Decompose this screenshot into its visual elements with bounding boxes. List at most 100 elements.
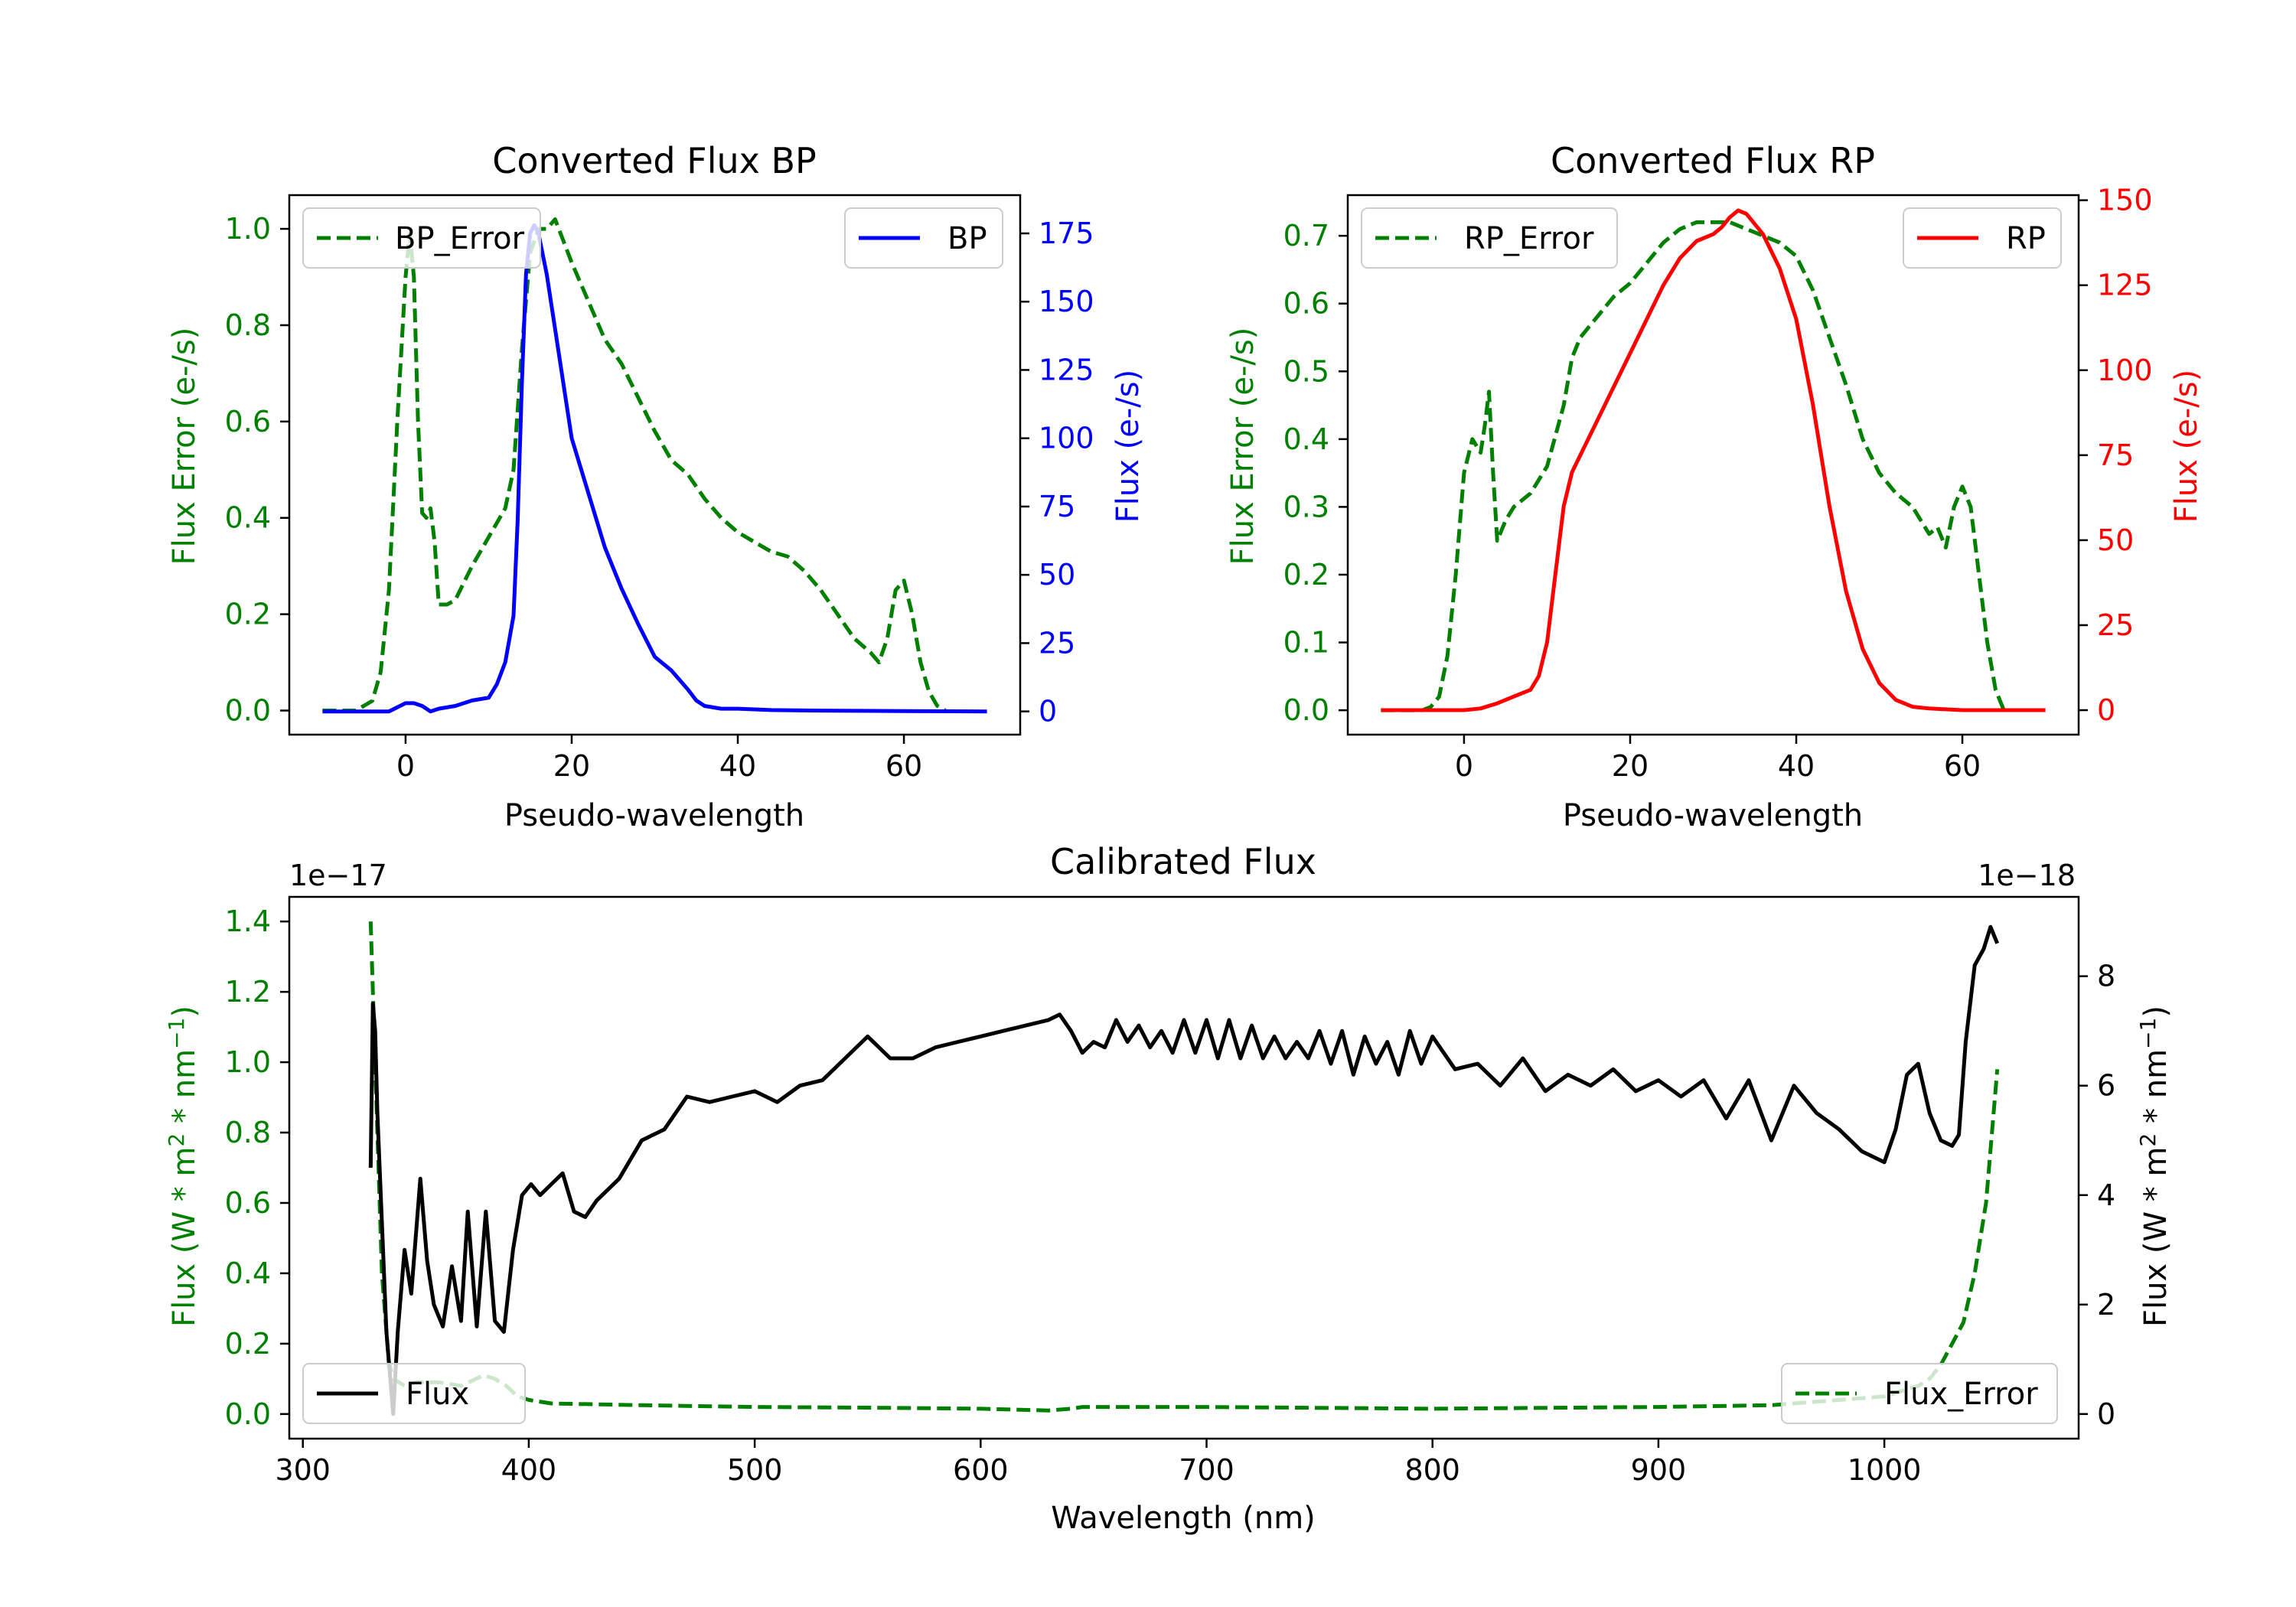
cal-legend-error-label: Flux_Error: [1884, 1377, 2038, 1412]
bp-xtick-label: 60: [885, 749, 922, 783]
bp-title: Converted Flux BP: [492, 140, 817, 181]
bp-xtick-label: 40: [719, 749, 756, 783]
cal-ytick-left-label: 0.4: [225, 1257, 271, 1290]
cal-legend-left: Flux: [302, 1363, 526, 1424]
cal-xtick-label: 900: [1631, 1453, 1687, 1487]
rp-legend-error-label: RP_Error: [1464, 221, 1594, 256]
cal-ytick-left-label: 0.0: [225, 1397, 271, 1431]
bp-legend-left-box: [302, 207, 541, 269]
rp-ytick-left-label: 0.3: [1283, 490, 1329, 523]
rp-ytick-right-label: 50: [2097, 523, 2134, 557]
rp-legend-left: RP_Error: [1361, 207, 1618, 269]
cal-ytick-right-label: 8: [2097, 960, 2115, 993]
cal-series-flux-line: [368, 924, 2000, 1416]
cal-ytick-left-label: 1.0: [225, 1045, 271, 1079]
rp-ytick-right-label: 150: [2097, 184, 2153, 217]
bp-ylabel-left: Flux Error (e-/s): [167, 328, 202, 566]
rp-legend-right: RP: [1903, 207, 2062, 269]
cal-ytick-right-label: 6: [2097, 1069, 2115, 1103]
bp-ytick-left-label: 0.4: [225, 501, 271, 535]
cal-xtick-label: 500: [727, 1453, 783, 1487]
cal-offset-left: 1e−17: [289, 859, 387, 892]
bp-legend-error-label: BP_Error: [395, 221, 525, 256]
rp-xtick-label: 0: [1455, 749, 1473, 783]
bp-ytick-left-label: 0.0: [225, 694, 271, 728]
rp-title: Converted Flux RP: [1551, 140, 1875, 181]
cal-legend-left-box: [302, 1363, 526, 1424]
rp-legend-right-box: [1903, 207, 2062, 269]
rp-xtick-label: 40: [1778, 749, 1815, 783]
rp-ytick-left-label: 0.6: [1283, 287, 1329, 321]
bp-axes-frame: [288, 194, 1022, 736]
cal-ytick-right-label: 0: [2097, 1397, 2115, 1431]
bp-xlabel: Pseudo-wavelength: [504, 798, 804, 833]
rp-xtick-label: 20: [1612, 749, 1649, 783]
cal-xtick-label: 800: [1404, 1453, 1460, 1487]
rp-ytick-left-label: 0.4: [1283, 422, 1329, 456]
bp-panel: Converted Flux BP Pseudo-wavelength Flux…: [167, 140, 1146, 833]
bp-ytick-right-label: 0: [1039, 695, 1057, 729]
bp-legend-right: BP: [844, 207, 1003, 269]
cal-ytick-left-label: 1.2: [225, 975, 271, 1009]
rp-ytick-left-label: 0.7: [1283, 219, 1329, 253]
bp-series-bp-error-line: [322, 217, 947, 712]
bp-plot-area: 0 20 40 60 0.0 0.2 0.4 0.6 0.8 1.0 0 25 50 75 100 125 15…: [225, 194, 1094, 783]
cal-ylabel-left: Flux (W * m2 * nm−1): [164, 1006, 202, 1327]
rp-series-rp-line: [1381, 208, 2046, 712]
rp-series-rp-error-line: [1381, 220, 2006, 712]
cal-axes-frame: [288, 895, 2080, 1440]
rp-ylabel-right: Flux (e-/s): [2169, 370, 2204, 523]
cal-xlabel: Wavelength (nm): [1051, 1501, 1316, 1536]
bp-ytick-right-label: 75: [1039, 490, 1075, 523]
rp-ylabel-left: Flux Error (e-/s): [1225, 328, 1261, 566]
bp-ytick-left-label: 0.8: [225, 308, 271, 342]
cal-ylabel-right: Flux (W * m2 * nm−1): [2135, 1006, 2174, 1327]
rp-ytick-right-label: 100: [2097, 354, 2153, 387]
cal-xtick-label: 700: [1179, 1453, 1234, 1487]
rp-panel: Converted Flux RP Pseudo-wavelength Flux…: [1225, 140, 2204, 833]
bp-legend-left: BP_Error: [302, 207, 541, 269]
rp-ytick-right-label: 125: [2097, 269, 2153, 302]
cal-ytick-left-label: 0.6: [225, 1186, 271, 1220]
bp-xtick-label: 20: [553, 749, 590, 783]
bp-ylabel-right: Flux (e-/s): [1110, 370, 1146, 523]
cal-xtick-label: 1000: [1848, 1453, 1922, 1487]
bp-ytick-left-label: 1.0: [225, 212, 271, 246]
bp-ytick-left-label: 0.6: [225, 405, 271, 438]
rp-ytick-right-label: 25: [2097, 608, 2134, 642]
rp-ytick-left-label: 0.0: [1283, 693, 1329, 727]
cal-ytick-left-label: 0.2: [225, 1327, 271, 1361]
cal-xtick-label: 300: [275, 1453, 331, 1487]
rp-ytick-left-label: 0.2: [1283, 558, 1329, 592]
cal-legend-right-box: [1781, 1363, 2058, 1424]
rp-plot-area: 0 20 40 60 0.0 0.1 0.2 0.3 0.4 0.5 0.6 0.7 0 25 50 75 10…: [1283, 184, 2153, 783]
bp-ytick-right-label: 50: [1039, 558, 1075, 592]
bp-ytick-right-label: 175: [1039, 217, 1094, 250]
rp-ytick-right-label: 75: [2097, 438, 2134, 472]
bp-ytick-right-label: 125: [1039, 353, 1094, 386]
bp-legend-bp-label: BP: [947, 221, 987, 256]
bp-ytick-left-label: 0.2: [225, 598, 271, 631]
rp-xtick-label: 60: [1944, 749, 1981, 783]
rp-legend-left-box: [1361, 207, 1618, 269]
cal-ytick-left-label: 1.4: [225, 905, 271, 938]
cal-offset-right: 1e−18: [1978, 859, 2076, 892]
bp-ytick-right-label: 100: [1039, 422, 1094, 455]
cal-ytick-left-label: 0.8: [225, 1116, 271, 1149]
cal-ytick-right-label: 4: [2097, 1178, 2115, 1212]
cal-xtick-label: 600: [953, 1453, 1009, 1487]
bp-xtick-label: 0: [396, 749, 415, 783]
cal-legend-right: Flux_Error: [1781, 1363, 2058, 1424]
rp-xlabel: Pseudo-wavelength: [1563, 798, 1863, 833]
bp-ytick-right-label: 25: [1039, 626, 1075, 660]
cal-ytick-right-label: 2: [2097, 1288, 2115, 1322]
cal-xtick-label: 400: [501, 1453, 557, 1487]
rp-ytick-left-label: 0.1: [1283, 626, 1329, 660]
rp-legend-rp-label: RP: [2006, 221, 2046, 256]
cal-title: Calibrated Flux: [1050, 841, 1316, 882]
cal-legend-flux-label: Flux: [406, 1377, 469, 1412]
cal-panel: Calibrated Flux Wavelength (nm) 1e−17 1e…: [164, 841, 2174, 1536]
bp-ytick-right-label: 150: [1039, 285, 1094, 318]
rp-ytick-right-label: 0: [2097, 693, 2115, 727]
